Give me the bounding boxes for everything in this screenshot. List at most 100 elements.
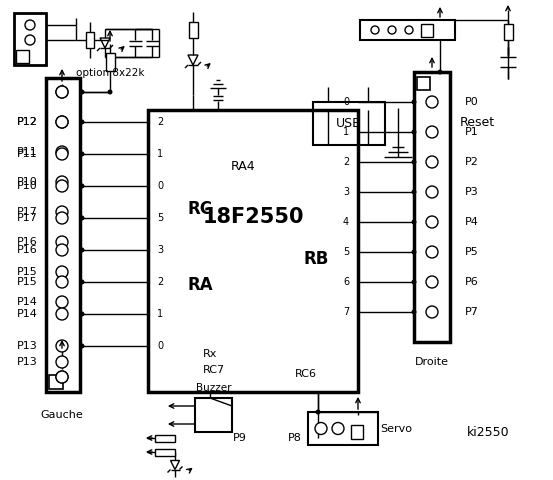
Circle shape [388, 26, 396, 34]
Text: 5: 5 [157, 213, 163, 223]
Circle shape [80, 344, 85, 348]
Text: P9: P9 [233, 433, 247, 443]
Circle shape [80, 248, 85, 252]
Text: RC6: RC6 [295, 369, 317, 379]
Text: 2: 2 [343, 157, 349, 167]
Circle shape [437, 70, 442, 74]
Circle shape [411, 279, 416, 285]
Text: 4: 4 [343, 217, 349, 227]
Circle shape [80, 152, 85, 156]
Text: P15: P15 [17, 277, 38, 287]
Text: P10: P10 [17, 177, 38, 187]
Circle shape [411, 99, 416, 105]
Text: P11: P11 [17, 147, 38, 157]
Bar [189, 22, 197, 38]
Circle shape [80, 216, 85, 220]
Text: 1: 1 [157, 149, 163, 159]
Text: P5: P5 [465, 247, 479, 257]
Bar [360, 20, 455, 40]
Circle shape [56, 236, 68, 248]
Bar [417, 77, 430, 90]
Text: 6: 6 [343, 277, 349, 287]
Bar [16, 50, 29, 63]
Bar [313, 102, 385, 145]
Circle shape [56, 212, 68, 224]
Text: 2: 2 [157, 277, 163, 287]
Circle shape [426, 96, 438, 108]
Text: 0: 0 [343, 97, 349, 107]
Circle shape [56, 371, 68, 383]
Circle shape [56, 86, 68, 98]
Text: Gauche: Gauche [40, 410, 84, 420]
Circle shape [411, 159, 416, 165]
Text: 3: 3 [157, 245, 163, 255]
Circle shape [426, 156, 438, 168]
Text: P12: P12 [17, 117, 38, 127]
Circle shape [25, 20, 35, 30]
Text: 5: 5 [343, 247, 349, 257]
Bar [106, 53, 114, 71]
Circle shape [426, 306, 438, 318]
Text: RC7: RC7 [203, 365, 225, 375]
Circle shape [56, 206, 68, 218]
Text: Rx: Rx [203, 349, 217, 359]
Circle shape [80, 89, 85, 95]
Circle shape [56, 340, 68, 352]
Bar [503, 24, 513, 40]
Text: P1: P1 [465, 127, 479, 137]
Bar [351, 425, 363, 439]
Circle shape [80, 183, 85, 189]
Text: 1: 1 [157, 309, 163, 319]
Text: P8: P8 [288, 433, 302, 443]
Bar [86, 32, 94, 48]
Bar [414, 72, 450, 342]
Circle shape [411, 130, 416, 134]
Text: P14: P14 [17, 297, 38, 307]
Circle shape [315, 422, 327, 434]
Bar [14, 13, 46, 65]
Circle shape [426, 246, 438, 258]
Circle shape [80, 120, 85, 124]
Text: P12: P12 [17, 117, 38, 127]
Text: RA4: RA4 [231, 160, 255, 173]
Circle shape [25, 35, 35, 45]
Circle shape [426, 126, 438, 138]
Circle shape [56, 296, 68, 308]
Circle shape [56, 266, 68, 278]
Circle shape [316, 409, 321, 415]
Text: P4: P4 [465, 217, 479, 227]
Circle shape [56, 116, 68, 128]
Text: P16: P16 [17, 245, 38, 255]
Text: P2: P2 [465, 157, 479, 167]
Bar [148, 110, 358, 392]
Circle shape [56, 371, 68, 383]
Text: P17: P17 [17, 213, 38, 223]
Text: 18F2550: 18F2550 [202, 207, 304, 227]
Text: P10: P10 [17, 181, 38, 191]
Text: P0: P0 [465, 97, 479, 107]
Text: 2: 2 [157, 117, 163, 127]
Text: P17: P17 [17, 207, 38, 217]
Text: RA: RA [187, 276, 213, 294]
Text: P7: P7 [465, 307, 479, 317]
Bar [155, 448, 175, 456]
Circle shape [80, 279, 85, 285]
Text: P13: P13 [17, 357, 38, 367]
Bar [49, 375, 63, 389]
Text: Droite: Droite [415, 357, 449, 367]
Text: RC: RC [187, 200, 212, 218]
Text: 0: 0 [157, 181, 163, 191]
Circle shape [405, 26, 413, 34]
Text: P3: P3 [465, 187, 479, 197]
Circle shape [56, 116, 68, 128]
Circle shape [371, 26, 379, 34]
Bar [46, 78, 80, 392]
Circle shape [56, 176, 68, 188]
Text: P6: P6 [465, 277, 479, 287]
Circle shape [56, 86, 68, 98]
Circle shape [411, 190, 416, 194]
Text: P13: P13 [17, 341, 38, 351]
Bar [308, 412, 378, 445]
Circle shape [107, 89, 112, 95]
Circle shape [411, 219, 416, 225]
